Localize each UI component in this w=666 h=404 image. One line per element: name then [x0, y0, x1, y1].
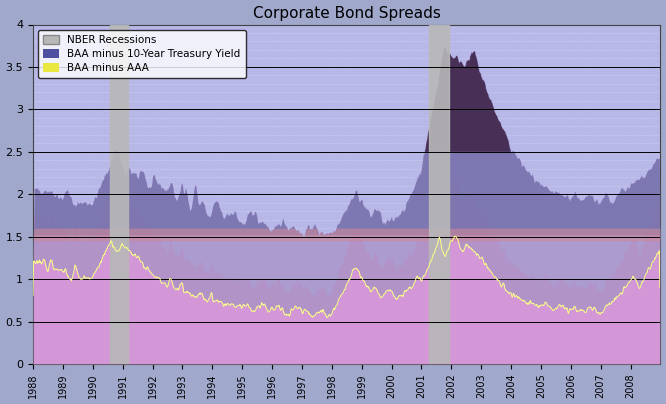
Bar [429, 25, 449, 364]
Legend: NBER Recessions, BAA minus 10-Year Treasury Yield, BAA minus AAA: NBER Recessions, BAA minus 10-Year Treas… [38, 30, 246, 78]
Title: Corporate Bond Spreads: Corporate Bond Spreads [253, 6, 441, 21]
Bar [110, 25, 128, 364]
